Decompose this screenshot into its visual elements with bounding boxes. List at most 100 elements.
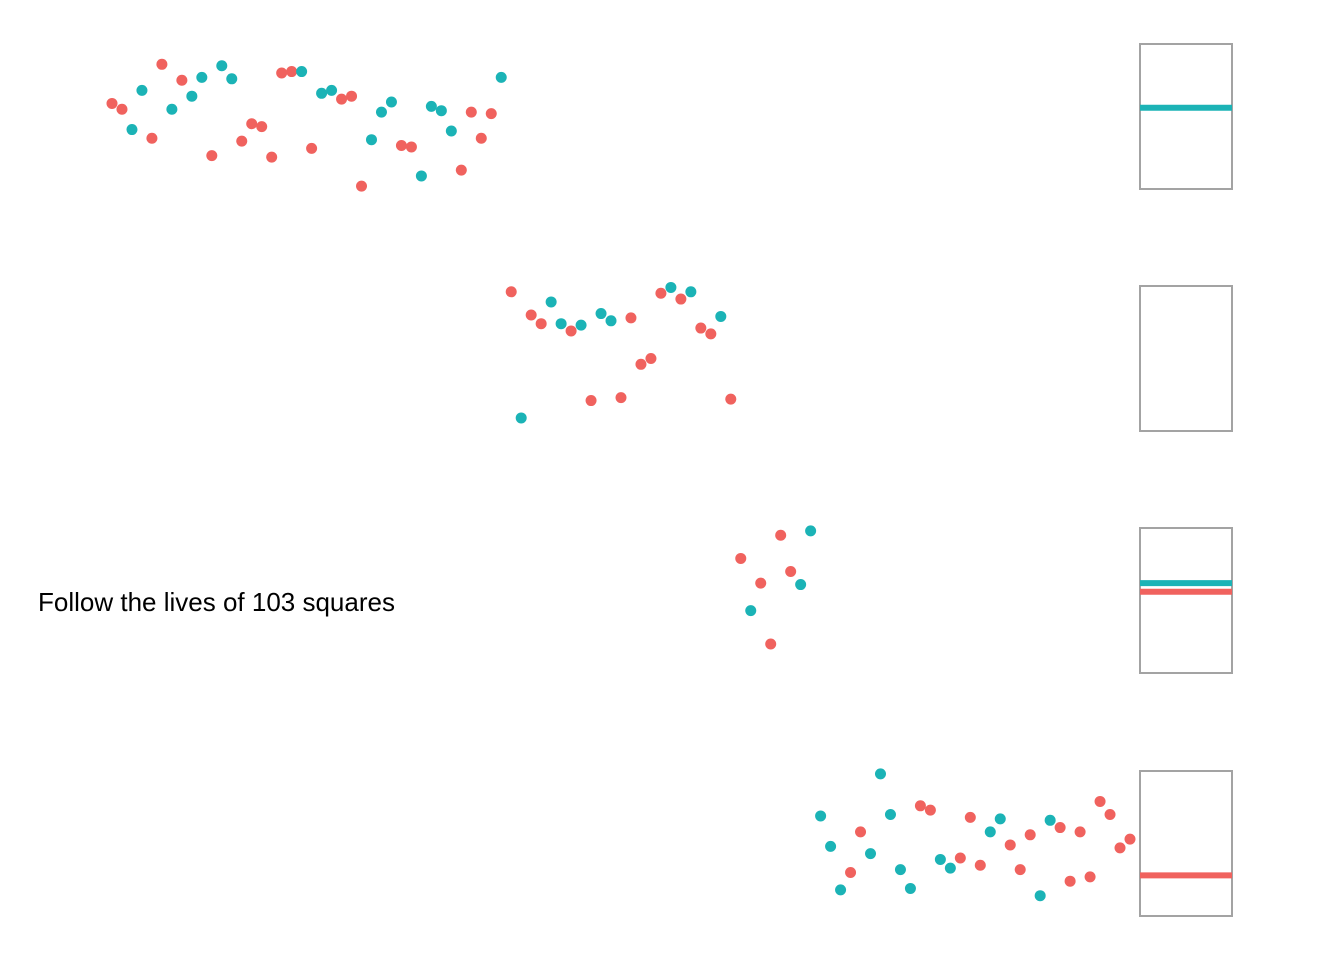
red-point-30	[635, 358, 647, 370]
red-point-44	[914, 800, 926, 812]
teal-point-39	[934, 853, 946, 865]
teal-point-9	[316, 87, 328, 99]
red-point-5	[176, 74, 188, 86]
red-point-25	[535, 318, 547, 330]
red-point-36	[725, 393, 737, 405]
red-point-52	[1054, 822, 1066, 834]
red-point-2	[116, 103, 128, 115]
red-point-9	[256, 121, 268, 133]
teal-point-30	[805, 525, 817, 537]
red-point-24	[525, 309, 537, 321]
teal-point-25	[665, 281, 677, 293]
red-point-22	[485, 108, 497, 120]
teal-point-24	[605, 315, 617, 327]
teal-point-26	[685, 286, 697, 298]
red-point-19	[455, 164, 467, 176]
red-point-45	[924, 804, 936, 816]
red-point-17	[395, 140, 407, 151]
teal-point-8	[296, 66, 308, 78]
teal-point-7	[226, 73, 238, 85]
teal-point-14	[415, 170, 427, 182]
panel-4-frame	[1139, 770, 1233, 917]
red-point-56	[1094, 795, 1106, 807]
teal-point-31	[815, 810, 827, 822]
red-point-11	[276, 67, 288, 79]
red-point-58	[1114, 842, 1126, 854]
teal-point-23	[595, 308, 607, 320]
teal-point-22	[575, 319, 587, 331]
teal-point-18	[495, 71, 507, 83]
red-point-10	[266, 151, 278, 163]
red-point-39	[765, 638, 777, 650]
red-point-33	[675, 293, 687, 305]
red-point-6	[206, 150, 218, 162]
teal-point-41	[984, 826, 996, 838]
panel-2-frame	[1139, 285, 1233, 432]
teal-point-15	[425, 100, 437, 112]
teal-point-5	[196, 71, 208, 83]
teal-point-28	[745, 605, 757, 617]
red-point-15	[346, 90, 358, 102]
teal-point-32	[825, 840, 837, 852]
teal-point-43	[1034, 890, 1046, 902]
red-point-41	[785, 566, 797, 577]
red-point-34	[695, 322, 707, 334]
teal-point-11	[365, 134, 377, 146]
red-point-47	[964, 811, 976, 823]
teal-point-10	[326, 84, 338, 96]
red-point-3	[146, 132, 158, 144]
red-point-55	[1084, 871, 1096, 883]
teal-point-4	[186, 90, 198, 102]
red-point-20	[465, 106, 477, 118]
red-point-40	[775, 529, 787, 541]
lanes-layer	[106, 58, 1136, 902]
chart-title: Follow the lives of 103 squares	[38, 587, 395, 617]
teal-point-34	[865, 848, 877, 860]
panel-2	[1139, 285, 1233, 432]
teal-point-40	[944, 862, 956, 874]
teal-point-38	[904, 882, 916, 894]
teal-point-19	[515, 412, 527, 424]
red-point-16	[356, 180, 368, 192]
teal-point-36	[884, 809, 896, 820]
teal-point-6	[216, 60, 228, 72]
teal-point-3	[166, 103, 178, 115]
red-point-27	[585, 395, 597, 407]
red-point-12	[286, 66, 298, 78]
teal-point-17	[445, 125, 457, 137]
panel-3	[1139, 527, 1233, 674]
red-point-13	[306, 142, 318, 154]
teal-point-13	[385, 96, 397, 108]
red-point-54	[1074, 826, 1086, 838]
panel-1	[1139, 43, 1233, 190]
red-point-26	[565, 325, 577, 337]
teal-point-35	[874, 768, 886, 780]
summary-panels	[1139, 43, 1233, 917]
red-point-49	[1004, 839, 1016, 851]
red-point-21	[475, 132, 487, 144]
red-point-37	[735, 552, 747, 564]
red-point-50	[1014, 864, 1026, 876]
teal-point-2	[136, 84, 148, 96]
red-point-14	[336, 93, 348, 105]
red-point-35	[705, 328, 717, 340]
teal-point-16	[435, 105, 447, 117]
red-point-7	[236, 135, 248, 147]
red-point-51	[1024, 829, 1036, 841]
teal-point-29	[795, 579, 807, 591]
red-point-29	[625, 312, 637, 324]
teal-point-27	[715, 310, 727, 322]
teal-point-42	[994, 813, 1006, 825]
teal-point-1	[126, 124, 138, 136]
teal-point-33	[835, 884, 847, 896]
panel-3-frame	[1139, 527, 1233, 674]
red-point-8	[246, 118, 258, 130]
red-point-38	[755, 577, 767, 589]
teal-point-44	[1044, 814, 1056, 826]
teal-point-20	[545, 296, 557, 308]
panel-1-frame	[1139, 43, 1233, 190]
red-point-42	[845, 867, 857, 878]
red-point-4	[156, 58, 168, 70]
red-point-31	[645, 353, 657, 364]
